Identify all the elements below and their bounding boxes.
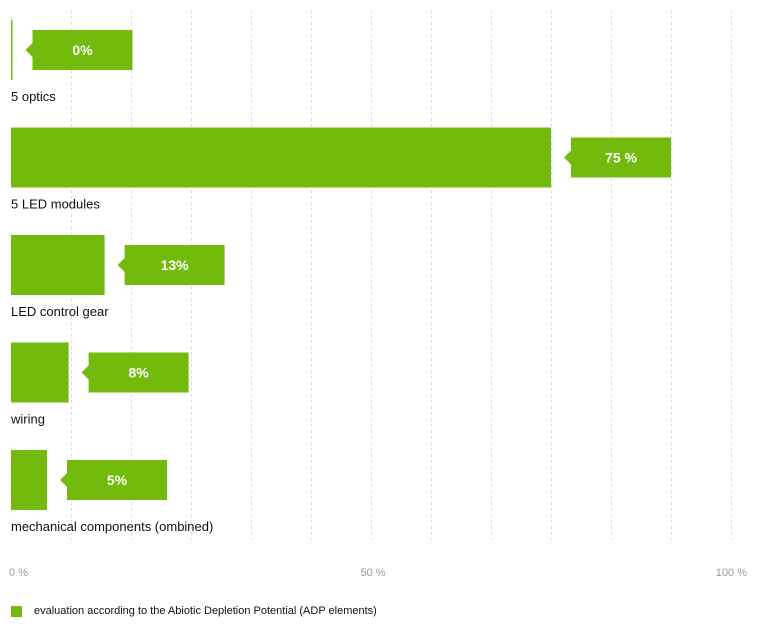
category-label: 5 LED modules <box>11 197 100 212</box>
x-tick-label: 100 % <box>716 567 747 579</box>
data-label: 13% <box>161 257 190 273</box>
value-callout <box>25 30 133 70</box>
bar <box>11 20 13 80</box>
category-label: mechanical components (ombined) <box>11 519 213 534</box>
bar <box>11 235 105 295</box>
bar <box>11 450 47 510</box>
legend: evaluation according to the Abiotic Depl… <box>11 604 377 618</box>
bar <box>11 127 551 188</box>
data-label: 8% <box>128 365 149 381</box>
value-callout <box>60 460 167 500</box>
category-label: 5 optics <box>11 89 56 104</box>
x-tick-label: 50 % <box>360 567 385 579</box>
category-label: wiring <box>10 412 45 427</box>
category-label: LED control gear <box>11 304 109 319</box>
x-tick-label: 0 % <box>9 567 28 579</box>
bar <box>11 342 69 403</box>
value-callout <box>117 245 225 285</box>
value-callout <box>81 352 189 393</box>
legend-label: evaluation according to the Abiotic Depl… <box>34 605 377 617</box>
data-label: 0% <box>72 42 93 58</box>
legend-swatch <box>11 605 22 617</box>
data-label: 75 % <box>605 150 637 166</box>
value-callout <box>564 137 671 178</box>
data-label: 5% <box>107 472 128 488</box>
